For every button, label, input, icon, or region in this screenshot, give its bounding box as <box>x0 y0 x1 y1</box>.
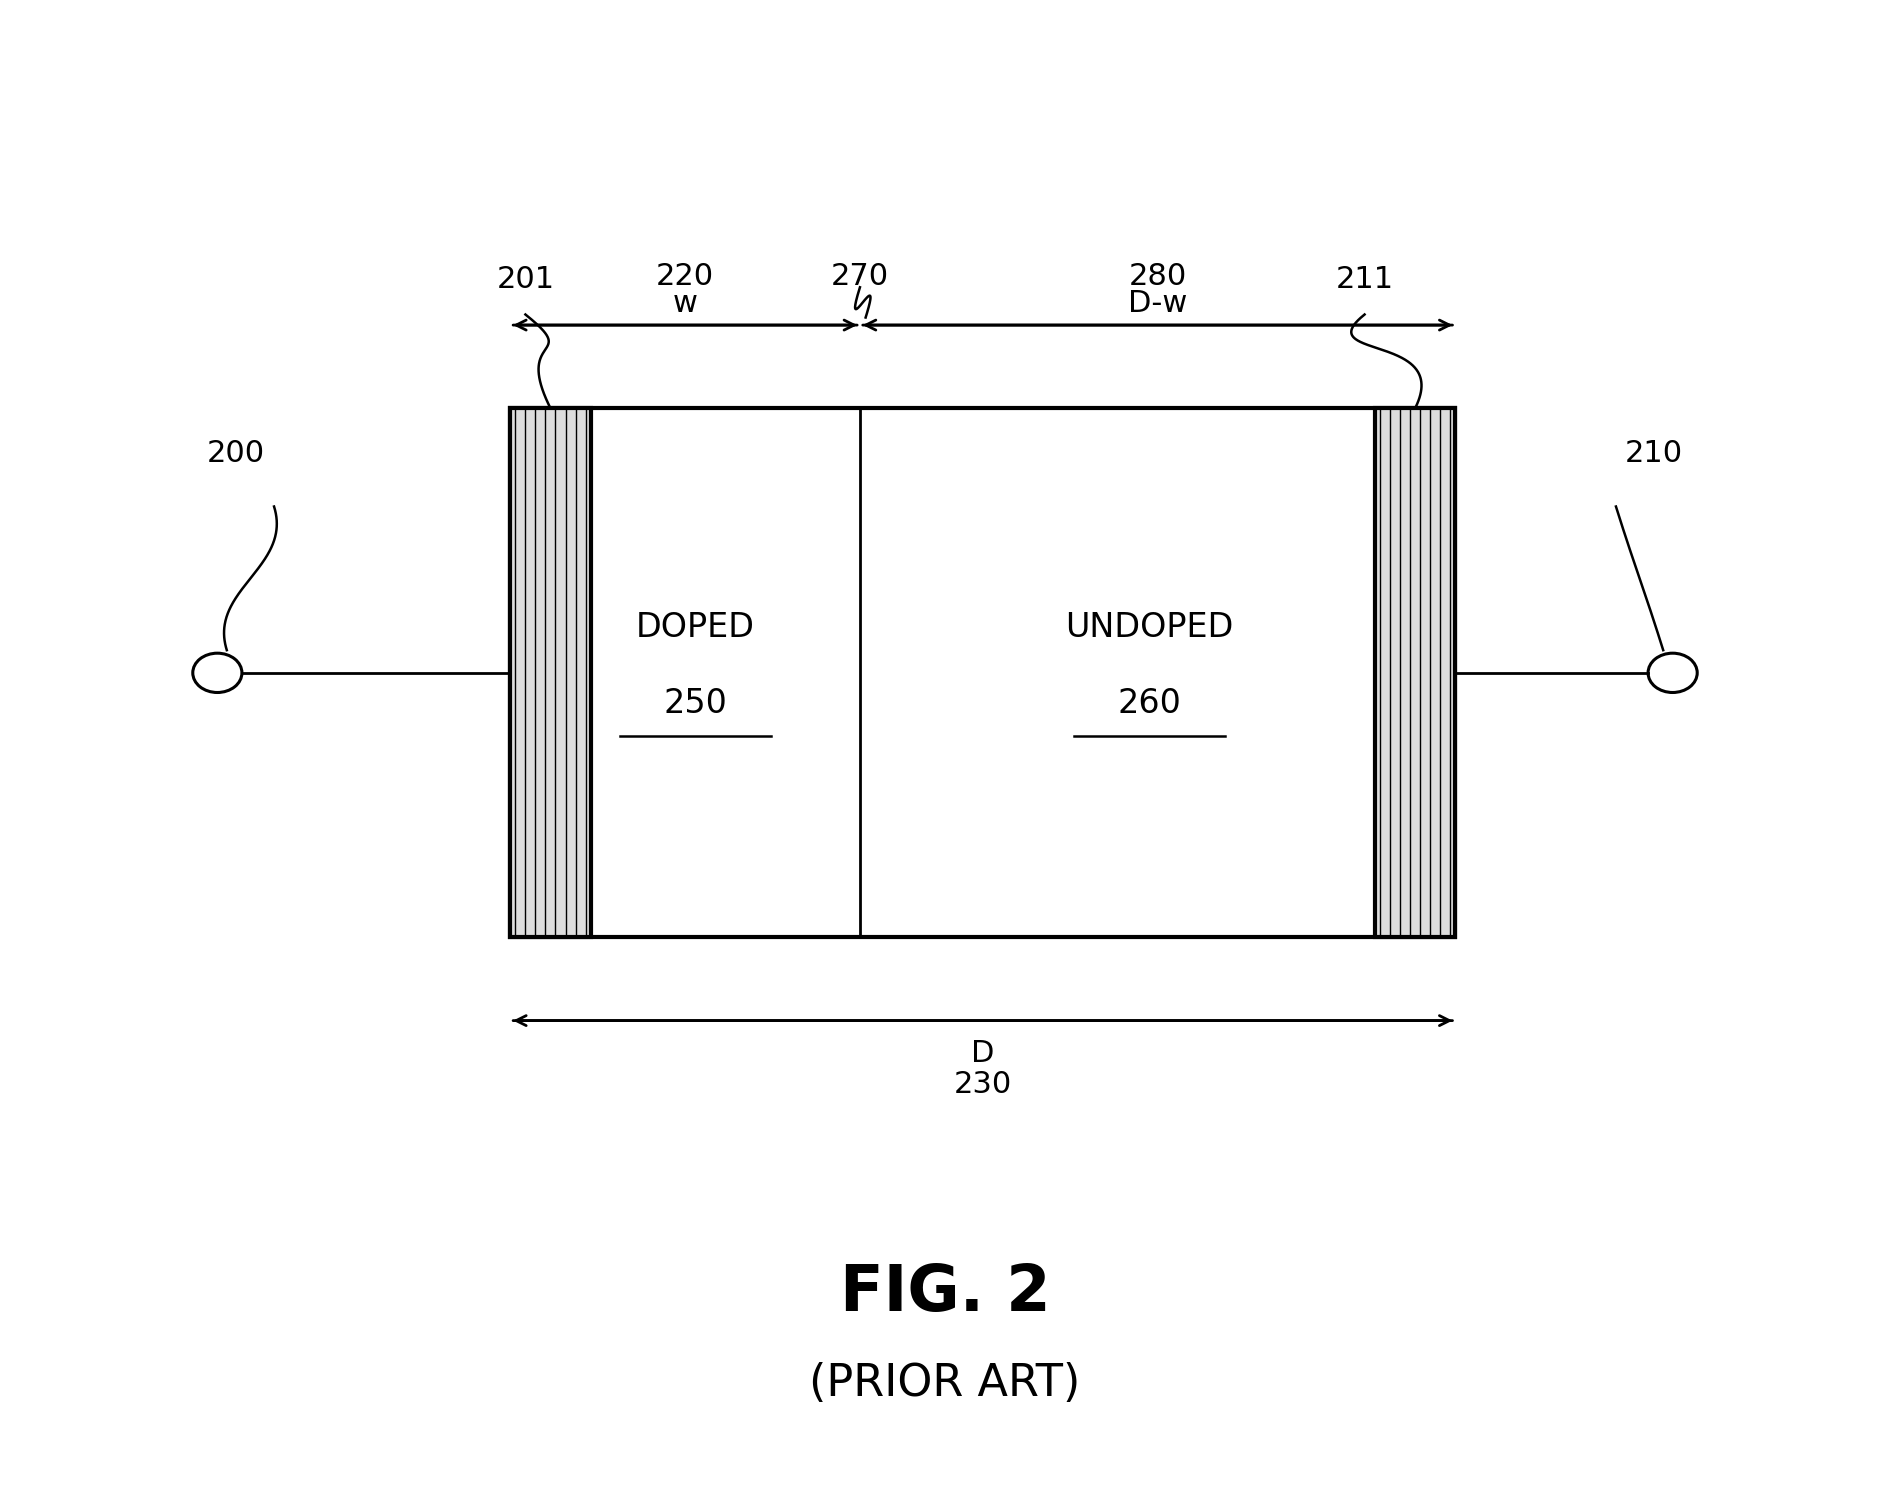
Bar <box>510 408 1455 937</box>
Bar <box>510 408 589 937</box>
Bar <box>510 408 589 937</box>
Text: 200: 200 <box>208 438 264 469</box>
Text: 250: 250 <box>663 686 727 720</box>
Text: D: D <box>971 1039 994 1069</box>
Bar <box>1375 408 1455 937</box>
Text: UNDOPED: UNDOPED <box>1064 611 1234 644</box>
Bar <box>1375 408 1455 937</box>
Text: DOPED: DOPED <box>637 611 754 644</box>
Text: 201: 201 <box>497 265 553 295</box>
Text: 230: 230 <box>954 1069 1011 1099</box>
Text: w: w <box>672 289 697 319</box>
Text: 280: 280 <box>1128 262 1186 292</box>
Text: 270: 270 <box>831 262 888 292</box>
Text: 220: 220 <box>655 262 714 292</box>
Text: FIG. 2: FIG. 2 <box>839 1261 1050 1325</box>
Text: D-w: D-w <box>1128 289 1186 319</box>
Text: 211: 211 <box>1336 265 1392 295</box>
Text: (PRIOR ART): (PRIOR ART) <box>808 1362 1081 1405</box>
Text: 260: 260 <box>1116 686 1181 720</box>
Text: 210: 210 <box>1625 438 1681 469</box>
